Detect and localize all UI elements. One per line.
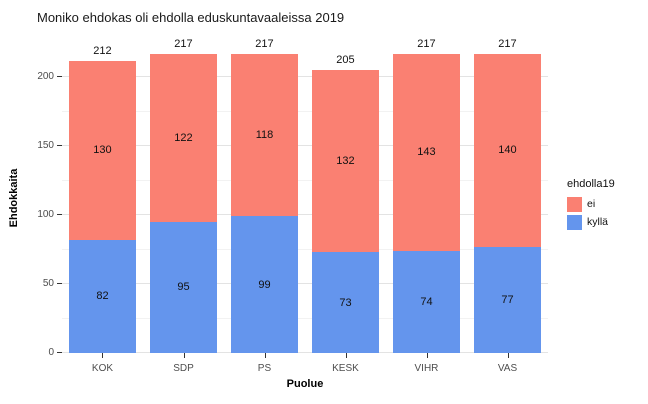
x-axis-tick-label: KESK — [332, 363, 359, 374]
bar-segment-ei: 118 — [231, 53, 298, 217]
legend-items: ei kyllä — [567, 197, 615, 230]
legend-title: ehdolla19 — [567, 178, 615, 190]
x-axis-tick-label: VIHR — [414, 363, 439, 374]
y-axis-tick-label: 200 — [37, 71, 54, 83]
bar-segment-ei: 143 — [393, 53, 460, 251]
bar-segment-kyllä: 95 — [150, 221, 217, 353]
gridline-major — [62, 283, 548, 285]
gridline-minor — [62, 179, 548, 181]
bar-segment-value: 73 — [339, 296, 352, 309]
gridline-major — [62, 214, 548, 216]
legend-item-ei: ei — [567, 197, 615, 212]
bar-segment-value: 77 — [501, 293, 514, 306]
gridline-major — [62, 145, 548, 147]
y-axis-tick — [57, 76, 62, 78]
x-axis-tick-label: PS — [257, 363, 272, 374]
bar-total-label: 217 — [417, 37, 436, 50]
gridline-minor — [62, 248, 548, 250]
y-axis-tick-label: 50 — [42, 278, 54, 290]
gridline-major — [62, 76, 548, 78]
y-axis-tick-label: 100 — [37, 209, 54, 221]
legend-label: ei — [587, 198, 596, 211]
bar-segment-ei: 122 — [150, 53, 217, 222]
plot-panel: 0 50 100 150 200 82 130 212 KOK 95 122 217 SDP 99 118 2… — [37, 38, 548, 374]
x-axis-tick — [507, 353, 509, 358]
bar-segment-value: 130 — [93, 144, 112, 157]
gridline-minor — [62, 110, 548, 112]
bar-segment-value: 118 — [255, 129, 274, 142]
bar-segment-value: 140 — [498, 144, 517, 157]
x-axis-title: Puolue — [286, 378, 324, 390]
y-axis-tick-label: 0 — [48, 347, 54, 358]
y-axis-tick — [57, 352, 62, 353]
x-axis-tick — [102, 353, 104, 358]
bar-segment-value: 122 — [174, 131, 193, 144]
x-axis-tick-label: SDP — [173, 363, 194, 374]
legend-swatch-kyllä — [567, 215, 582, 230]
bar-segment-kyllä: 77 — [474, 246, 541, 353]
bar-group-kok: 82 130 212 — [69, 44, 136, 353]
y-axis-tick — [57, 145, 62, 147]
x-axis-tick-label: KOK — [91, 363, 114, 374]
legend-label: kyllä — [587, 216, 609, 229]
x-axis-tick — [264, 353, 266, 358]
bar-segment-ei: 140 — [474, 53, 541, 247]
y-axis-tick — [57, 283, 62, 285]
bar-group-sdp: 95 122 217 — [150, 38, 217, 353]
bar-segment-kyllä: 73 — [312, 252, 379, 353]
x-axis-tick — [345, 353, 347, 358]
bar-segment-value: 132 — [336, 155, 355, 168]
x-axis-tick-label: VAS — [497, 363, 518, 374]
y-axis-tick — [57, 214, 62, 216]
bar-segment-value: 74 — [420, 295, 433, 308]
bar-group-vas: 77 140 217 — [474, 38, 541, 353]
chart-title: Moniko ehdokas oli ehdolla eduskuntavaal… — [37, 10, 345, 25]
bar-total-label: 217 — [498, 37, 517, 50]
bar-segment-kyllä: 82 — [69, 239, 136, 353]
legend-swatch-ei — [567, 197, 582, 212]
bar-segment-value: 99 — [258, 278, 271, 291]
bar-group-kesk: 73 132 205 — [312, 44, 379, 353]
bar-segment-kyllä: 99 — [231, 216, 298, 353]
legend: ehdolla19 ei kyllä — [567, 178, 615, 233]
bar-segment-ei: 132 — [312, 70, 379, 253]
bar-segment-kyllä: 74 — [393, 250, 460, 353]
bar-group-ps: 99 118 217 — [231, 38, 298, 353]
bar-group-vihr: 74 143 217 — [393, 38, 460, 353]
y-axis-tick-label: 150 — [37, 140, 54, 152]
legend-item-kyllä: kyllä — [567, 215, 615, 230]
bar-total-label: 205 — [336, 54, 355, 67]
gridline-minor — [62, 317, 548, 319]
bar-segment-ei: 130 — [69, 60, 136, 240]
bar-total-label: 212 — [93, 44, 112, 57]
bar-segment-value: 143 — [417, 146, 436, 159]
bar-total-label: 217 — [255, 37, 274, 50]
bar-segment-value: 95 — [177, 281, 190, 294]
x-axis-tick — [426, 353, 428, 358]
bar-segment-value: 82 — [96, 290, 109, 303]
x-axis-tick — [183, 353, 185, 358]
gridline-major — [62, 352, 548, 353]
bar-total-label: 217 — [174, 37, 193, 50]
